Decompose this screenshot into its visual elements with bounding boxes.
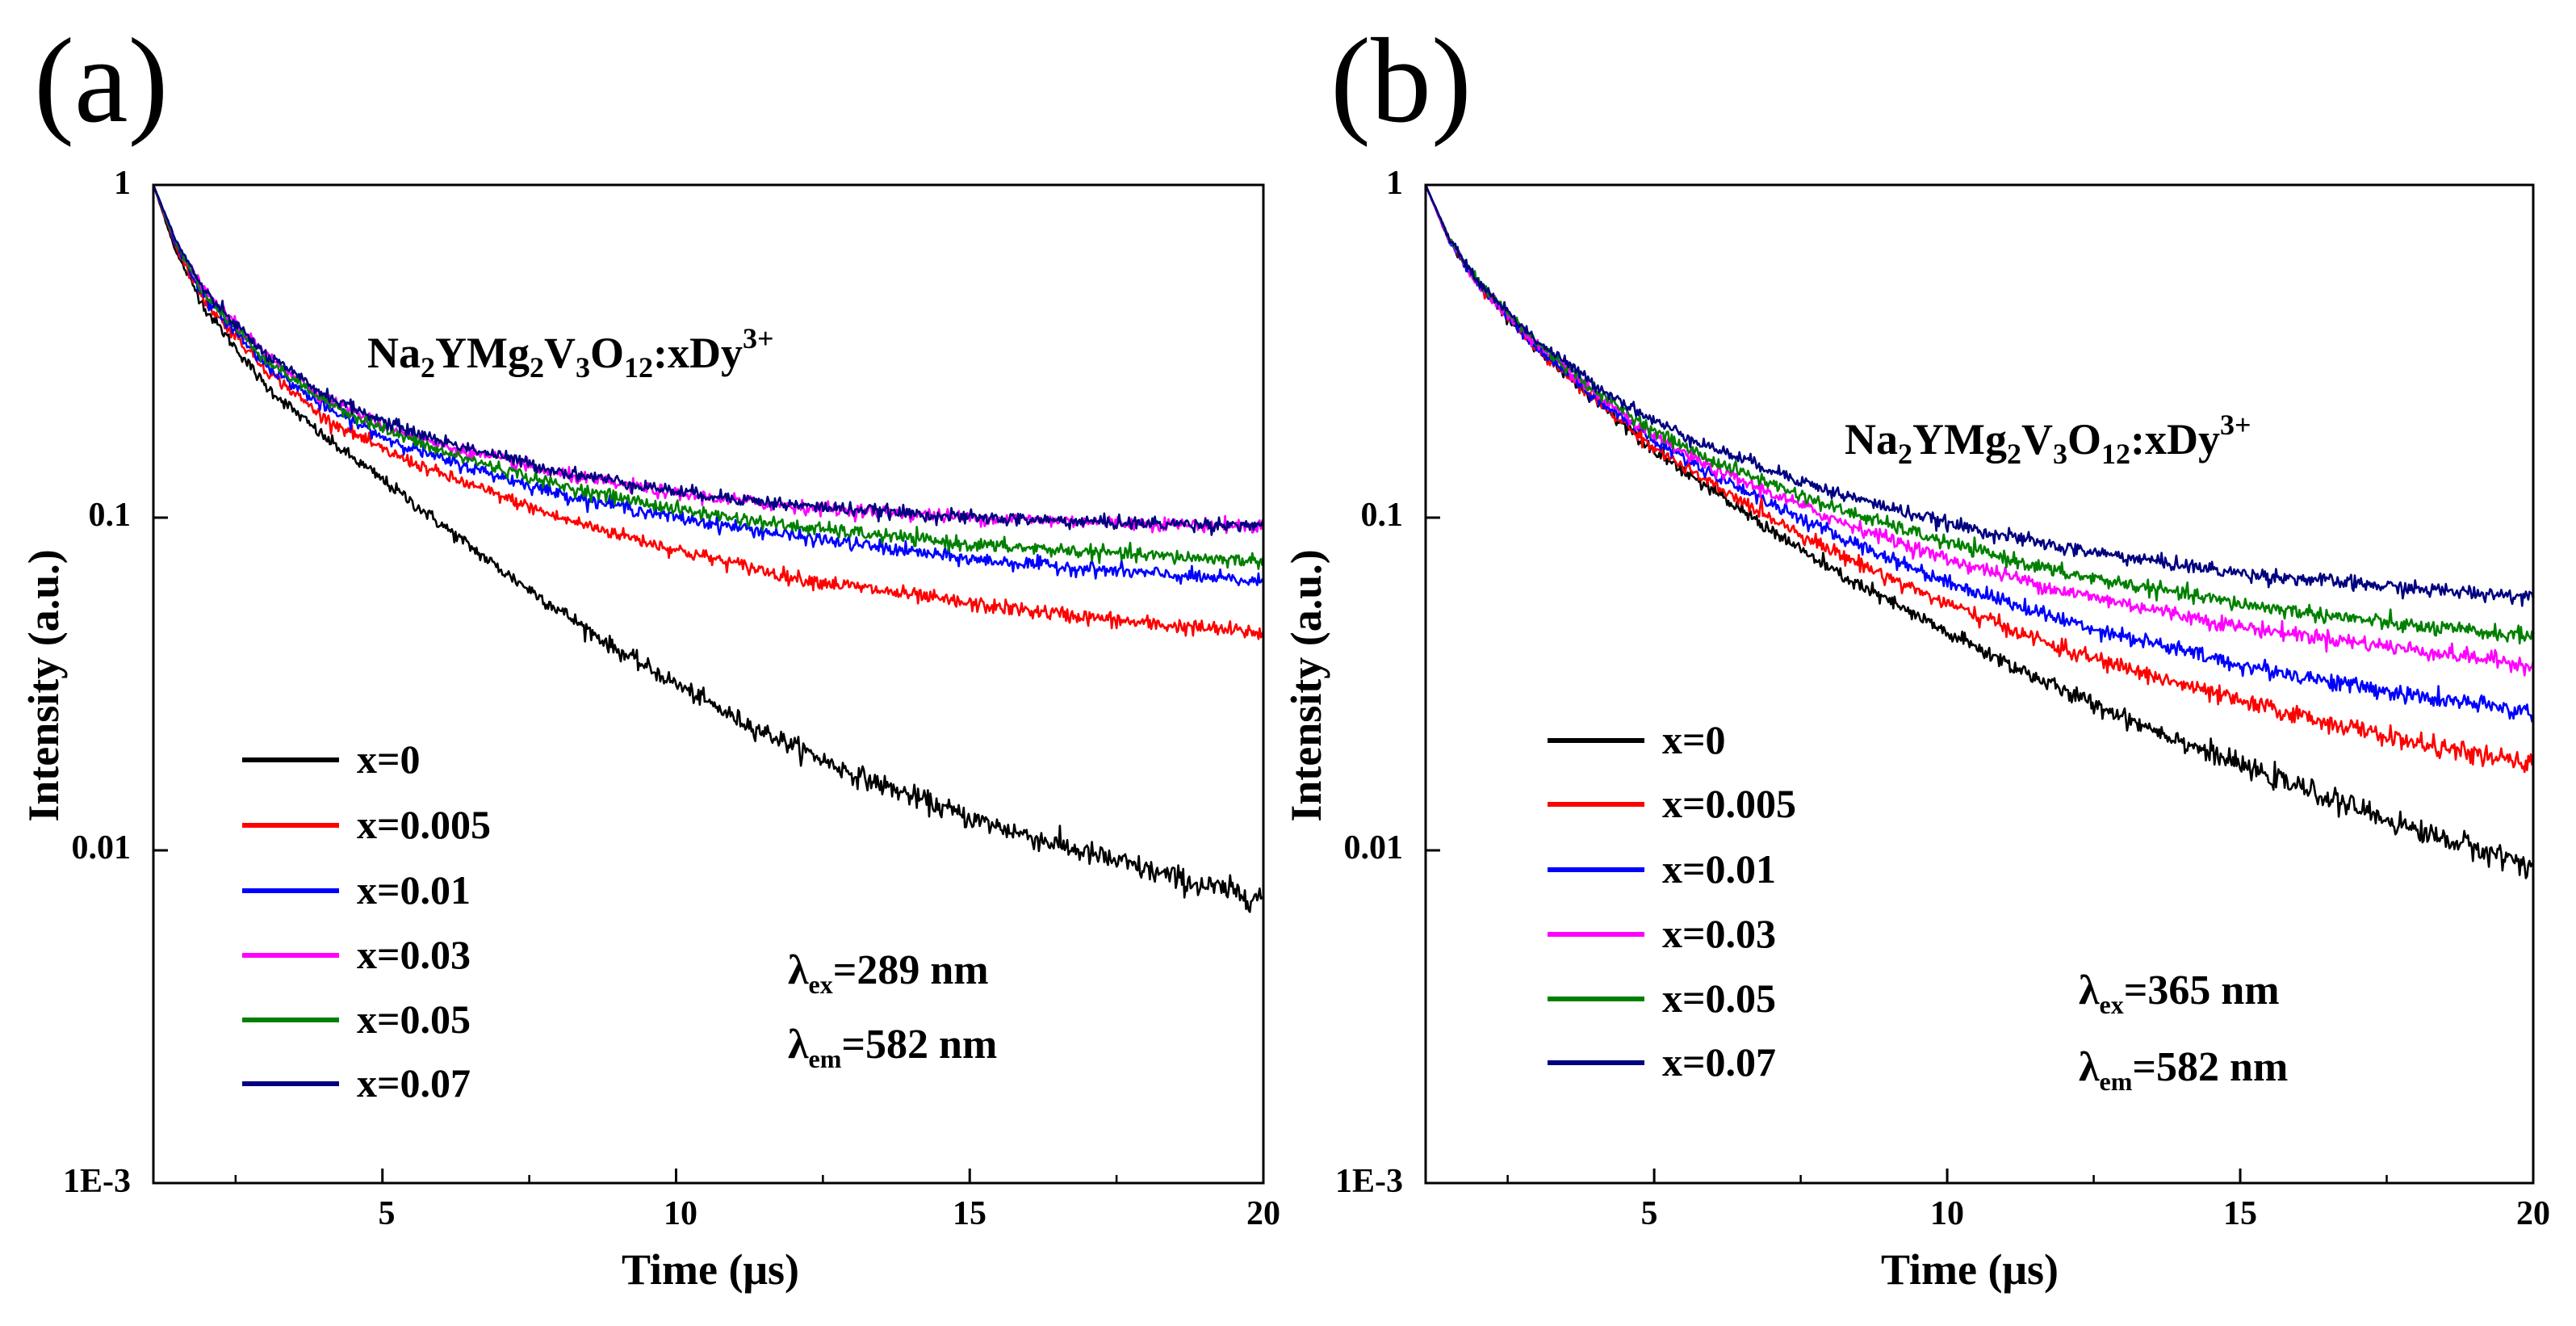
lambda-ex-a: λex=289 nm [788,947,989,999]
x-tick-label: 20 [2516,1195,2550,1232]
legend-label: x=0.01 [1662,846,1776,892]
y-tick-label: 0.1 [89,497,132,534]
series-line-x=0.005 [152,184,1265,640]
x-axis-title-b: Time (μs) [1881,1245,2059,1294]
ticks-layer-b [1426,183,2535,1185]
y-tick-label: 0.1 [1361,497,1404,534]
series-line-x=0.05 [1424,184,2535,645]
y-tick-label: 0.01 [1344,829,1404,867]
plot-frame-a [152,183,1265,1185]
y-axis-title-a: Intensity (a.u.) [19,549,68,822]
legend-label: x=0.07 [357,1060,471,1106]
series-line-x=0.07 [152,184,1265,536]
legend-label: x=0 [1662,717,1726,762]
series-line-x=0.01 [152,184,1265,586]
panel-a: (a) 1 0.1 0.01 1E-3 5 10 15 20 Time (μs)… [19,14,1280,1294]
y-tick-label: 0.01 [72,829,132,867]
plot-frame-b [1424,183,2535,1185]
y-tick-label: 1 [1386,165,1403,202]
legend-b: x=0 x=0.005 x=0.01 x=0.03 x=0.05 x=0.07 [1548,717,1796,1085]
x-tick-label: 10 [1930,1195,1964,1232]
legend-a: x=0 x=0.005 x=0.01 x=0.03 x=0.05 x=0.07 [242,736,491,1106]
x-tick-label: 20 [1246,1195,1280,1232]
panel-label-a: (a) [34,14,168,148]
lambda-em-a: λem=582 nm [788,1022,997,1073]
y-tick-label: 1E-3 [63,1163,131,1200]
compound-label-a: Na2YMg2V3O12:xDy3+ [367,322,773,384]
legend-label: x=0.005 [357,802,491,847]
x-tick-label: 5 [1641,1195,1658,1232]
ticks-layer-a [153,183,1265,1185]
lambda-em-b: λem=582 nm [2079,1044,2288,1096]
legend-label: x=0.07 [1662,1039,1776,1085]
series-layer-a [152,184,1265,913]
legend-label: x=0.05 [1662,976,1776,1021]
series-layer-b [1424,184,2535,879]
y-tick-label: 1 [114,165,131,202]
series-line-x=0 [152,184,1264,913]
legend-label: x=0.01 [357,867,471,913]
legend-label: x=0.03 [357,932,471,977]
x-tick-label: 15 [2223,1195,2257,1232]
x-tick-label: 15 [953,1195,986,1232]
legend-label: x=0 [357,736,421,782]
panel-b: (b) 1 0.1 0.01 1E-3 5 10 15 20 Time (μs)… [1282,14,2550,1294]
series-line-x=0.07 [1424,184,2535,607]
legend-label: x=0.05 [357,997,471,1042]
legend-label: x=0.005 [1662,781,1796,826]
lambda-ex-b: λex=365 nm [2079,967,2280,1019]
x-tick-label: 10 [664,1195,697,1232]
x-axis-title-a: Time (μs) [622,1245,799,1294]
series-line-x=0.05 [152,184,1265,570]
y-axis-title-b: Intensity (a.u.) [1282,549,1330,822]
legend-label: x=0.03 [1662,911,1776,956]
panel-label-b: (b) [1330,14,1472,148]
x-tick-label: 5 [379,1195,396,1232]
compound-label-b: Na2YMg2V3O12:xDy3+ [1845,409,2251,470]
series-line-x=0.01 [1424,184,2535,723]
y-tick-label: 1E-3 [1335,1163,1403,1200]
